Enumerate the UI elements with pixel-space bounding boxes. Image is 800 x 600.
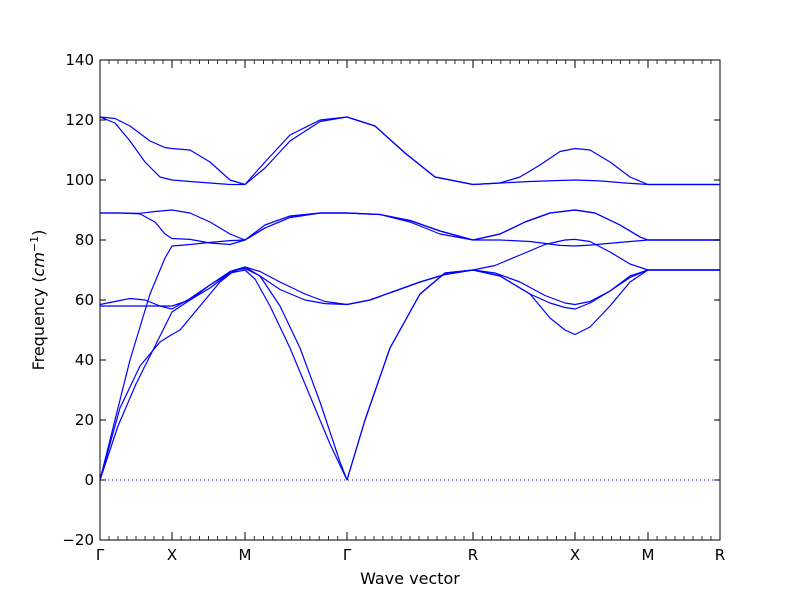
y-tick-label: 100 <box>65 171 94 189</box>
x-tick-label: M <box>642 546 655 564</box>
y-tick-label: 40 <box>75 351 94 369</box>
y-tick-label: 0 <box>84 471 94 489</box>
y-tick-label: −20 <box>62 531 94 549</box>
x-tick-label: Γ <box>343 546 352 564</box>
x-tick-label: X <box>570 546 580 564</box>
y-tick-label: 120 <box>65 111 94 129</box>
x-tick-label: X <box>167 546 177 564</box>
y-tick-label: 140 <box>65 51 94 69</box>
plot-background <box>100 60 720 540</box>
y-axis-ticks: −20 0 20 40 60 80 100 120 140 <box>62 51 720 549</box>
x-axis-label: Wave vector <box>360 569 460 588</box>
y-tick-label: 60 <box>75 291 94 309</box>
phonon-branches <box>99 116 720 481</box>
y-tick-label: 20 <box>75 411 94 429</box>
phonon-branch-9 <box>99 116 720 186</box>
x-minor-ticks <box>108 60 712 540</box>
y-axis-label: Frequency (cm−1) <box>28 230 48 371</box>
x-tick-label: Γ <box>96 546 105 564</box>
phonon-branch-5 <box>99 266 720 310</box>
phonon-branch-7 <box>100 209 720 241</box>
x-tick-label: R <box>715 546 725 564</box>
phonon-branch-2 <box>99 269 720 481</box>
x-tick-label: M <box>239 546 252 564</box>
y-tick-label: 80 <box>75 231 94 249</box>
x-tick-label: R <box>468 546 478 564</box>
